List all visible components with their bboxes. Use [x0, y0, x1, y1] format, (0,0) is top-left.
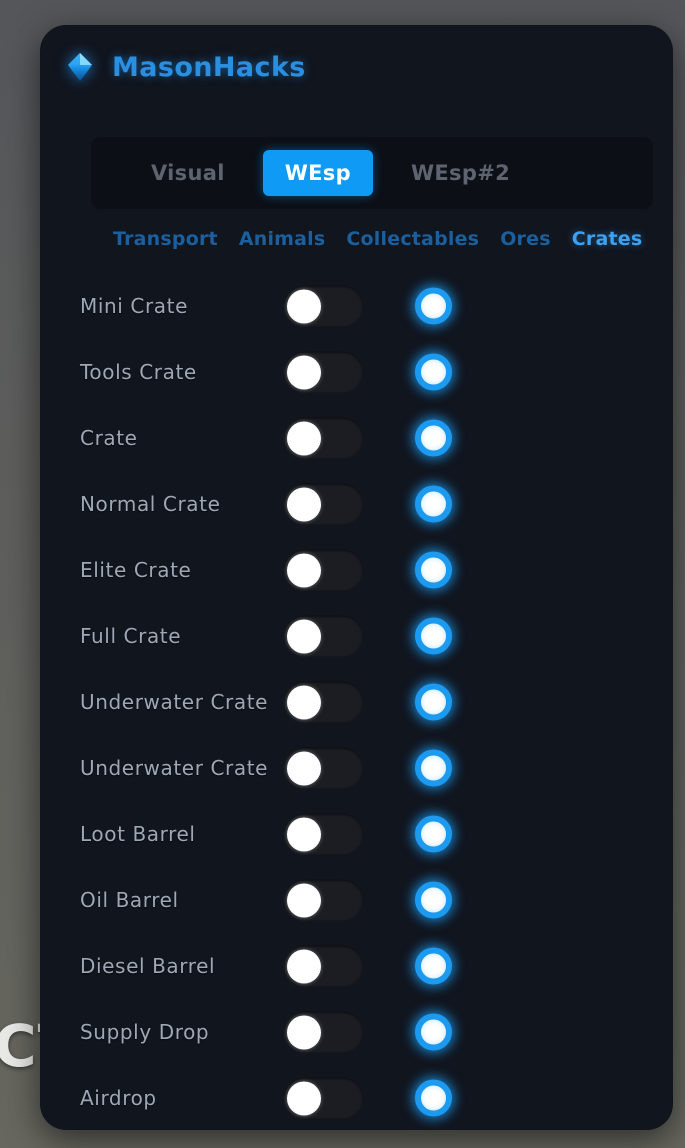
list-item: Underwater Crate: [40, 669, 673, 735]
mason-hacks-panel: MasonHacks Visual WEsp WEsp#2 Transport …: [40, 25, 673, 1130]
option-color-indicator[interactable]: [415, 749, 452, 787]
toggle-knob: [287, 553, 321, 587]
list-item: Tools Crate: [40, 339, 673, 405]
subnav-item-transport[interactable]: Transport: [113, 228, 218, 250]
toggle-knob: [287, 421, 321, 455]
list-item: Normal Crate: [40, 471, 673, 537]
list-item: Airdrop: [40, 1065, 673, 1130]
option-toggle[interactable]: [284, 879, 363, 921]
option-toggle[interactable]: [284, 681, 363, 723]
option-color-indicator[interactable]: [415, 947, 452, 985]
option-label: Underwater Crate: [80, 756, 269, 780]
option-label: Mini Crate: [80, 294, 188, 318]
option-label: Airdrop: [80, 1086, 157, 1110]
option-list: Mini Crate Tools Crate Crate Normal Crat…: [40, 273, 673, 1130]
option-label: Crate: [80, 426, 138, 450]
toggle-knob: [287, 289, 321, 323]
toggle-knob: [287, 619, 321, 653]
option-toggle[interactable]: [284, 1077, 363, 1119]
option-color-indicator[interactable]: [415, 1079, 452, 1117]
tab-wesp[interactable]: WEsp: [262, 150, 373, 196]
list-item: Elite Crate: [40, 537, 673, 603]
option-color-indicator[interactable]: [415, 881, 452, 919]
list-item: Loot Barrel: [40, 801, 673, 867]
option-color-indicator[interactable]: [415, 683, 452, 721]
diamond-gem-icon: [63, 50, 97, 84]
toggle-knob: [287, 355, 321, 389]
subnav-item-ores[interactable]: Ores: [500, 228, 551, 250]
option-toggle[interactable]: [284, 285, 363, 327]
option-color-indicator[interactable]: [415, 1013, 452, 1051]
list-item: Crate: [40, 405, 673, 471]
option-color-indicator[interactable]: [415, 419, 452, 457]
panel-header: MasonHacks: [40, 25, 673, 109]
option-color-indicator[interactable]: [415, 815, 452, 853]
toggle-knob: [287, 487, 321, 521]
option-toggle[interactable]: [284, 417, 363, 459]
toggle-knob: [287, 817, 321, 851]
option-label: Elite Crate: [80, 558, 192, 582]
option-label: Supply Drop: [80, 1020, 210, 1044]
list-item: Full Crate: [40, 603, 673, 669]
toggle-knob: [287, 1081, 321, 1115]
option-toggle[interactable]: [284, 615, 363, 657]
option-label: Underwater Crate: [80, 690, 269, 714]
toggle-knob: [287, 1015, 321, 1049]
toggle-knob: [287, 751, 321, 785]
subnav-item-crates[interactable]: Crates: [571, 228, 643, 250]
tab-visual[interactable]: Visual: [129, 150, 247, 196]
option-toggle[interactable]: [284, 549, 363, 591]
option-toggle[interactable]: [284, 945, 363, 987]
option-toggle[interactable]: [284, 483, 363, 525]
list-item: Mini Crate: [40, 273, 673, 339]
option-color-indicator[interactable]: [415, 287, 452, 325]
option-color-indicator[interactable]: [415, 617, 452, 655]
option-toggle[interactable]: [284, 351, 363, 393]
option-label: Normal Crate: [80, 492, 221, 516]
list-item: Diesel Barrel: [40, 933, 673, 999]
toggle-knob: [287, 949, 321, 983]
tab-wesp-2[interactable]: WEsp#2: [389, 150, 532, 196]
option-toggle[interactable]: [284, 747, 363, 789]
option-color-indicator[interactable]: [415, 353, 452, 391]
option-label: Diesel Barrel: [80, 954, 216, 978]
option-label: Tools Crate: [80, 360, 197, 384]
toggle-knob: [287, 685, 321, 719]
list-item: Underwater Crate: [40, 735, 673, 801]
option-toggle[interactable]: [284, 1011, 363, 1053]
option-color-indicator[interactable]: [415, 551, 452, 589]
option-label: Oil Barrel: [80, 888, 179, 912]
option-toggle[interactable]: [284, 813, 363, 855]
tab-bar: Visual WEsp WEsp#2: [91, 137, 653, 209]
app-title: MasonHacks: [112, 51, 306, 83]
subnav-item-collectables[interactable]: Collectables: [346, 228, 480, 250]
list-item: Oil Barrel: [40, 867, 673, 933]
toggle-knob: [287, 883, 321, 917]
option-label: Loot Barrel: [80, 822, 196, 846]
list-item: Supply Drop: [40, 999, 673, 1065]
subnav-item-animals[interactable]: Animals: [238, 228, 326, 250]
sub-navigation: Transport Animals Collectables Ores Crat…: [113, 228, 673, 250]
option-color-indicator[interactable]: [415, 485, 452, 523]
option-label: Full Crate: [80, 624, 182, 648]
